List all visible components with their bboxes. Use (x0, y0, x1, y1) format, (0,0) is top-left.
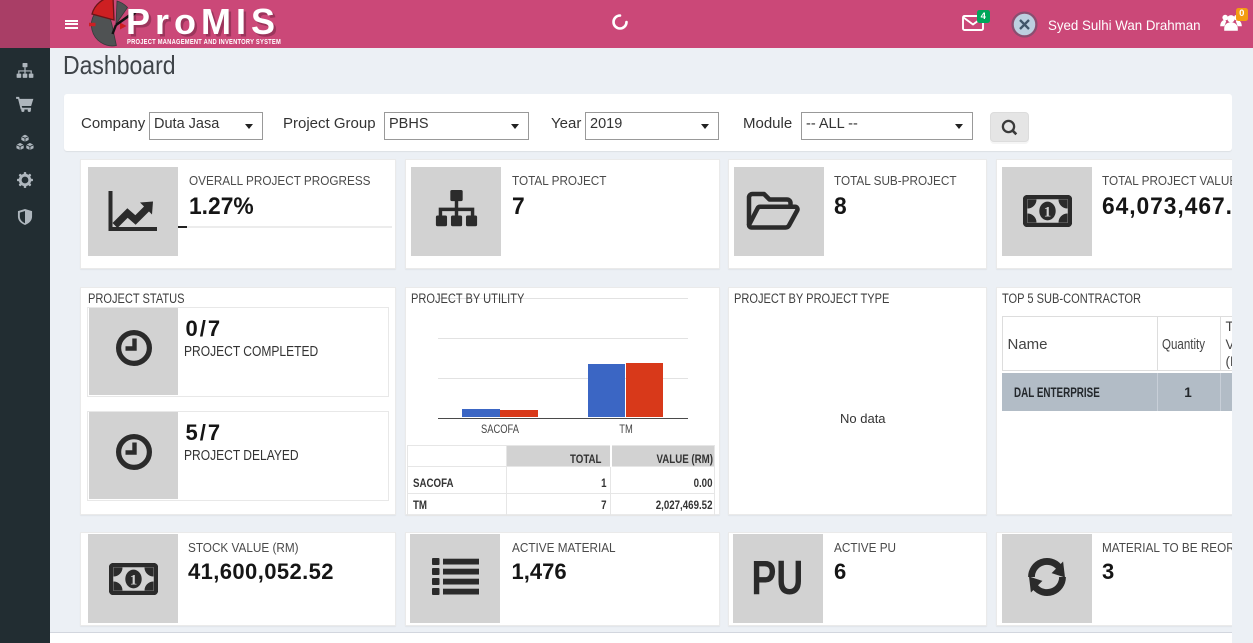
svg-text:1: 1 (1043, 205, 1051, 221)
svg-text:1: 1 (129, 572, 137, 588)
